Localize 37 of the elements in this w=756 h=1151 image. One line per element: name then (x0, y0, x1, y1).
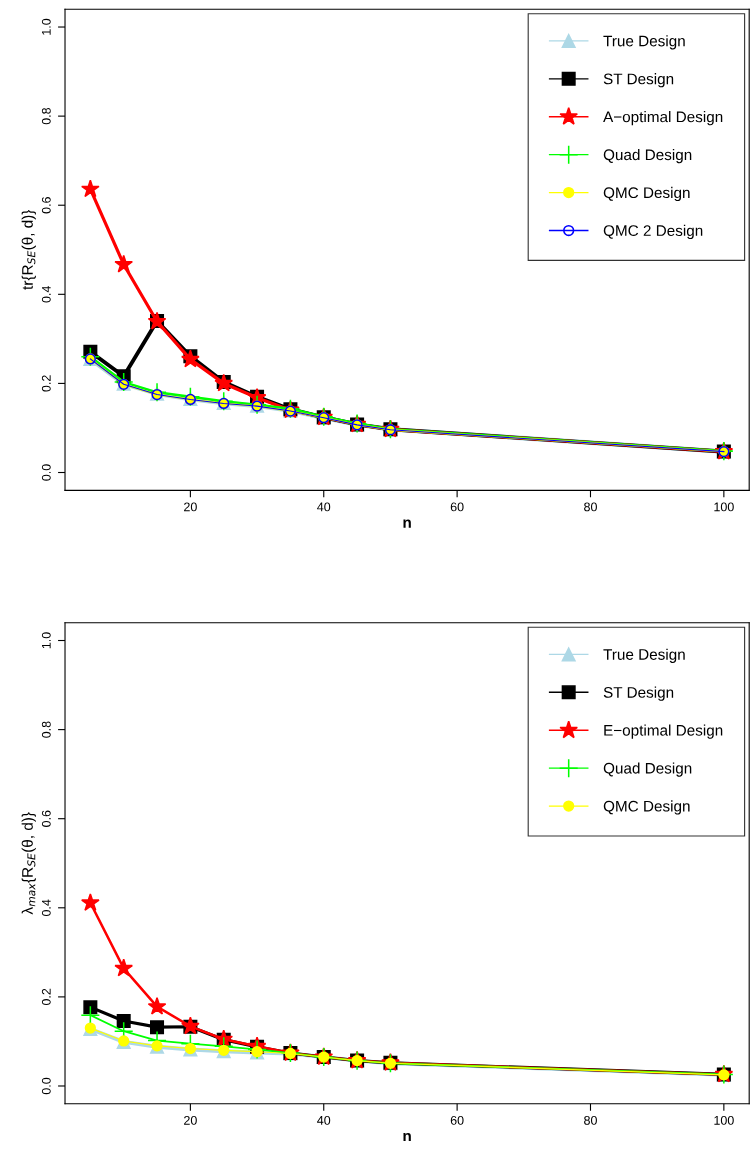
y-tick-label: 0.2 (41, 988, 51, 1006)
x-tick-label: 80 (584, 502, 597, 512)
y-tick-label: 0.8 (41, 721, 51, 738)
y-tick-label: 0.4 (41, 285, 51, 303)
x-tick-label: 80 (584, 1115, 597, 1125)
x-tick-label: 100 (714, 502, 734, 512)
x-axis-title: n (403, 1132, 411, 1142)
legend-label: E−optimal Design (604, 724, 723, 739)
y-tick-label: 0.0 (41, 1077, 51, 1095)
x-tick-label: 20 (184, 502, 197, 512)
x-tick-label: 40 (317, 502, 331, 512)
x-tick-label: 60 (450, 1115, 464, 1125)
y-tick-label: 1.0 (41, 632, 51, 649)
legend-label: QMC Design (603, 186, 690, 202)
y-tick-label: 0.2 (41, 375, 51, 392)
y-tick-label: 0.0 (41, 464, 51, 481)
y-tick-label: 0.4 (41, 899, 51, 916)
legend-label: A−optimal Design (603, 111, 723, 126)
legend-label: ST Design (603, 686, 674, 701)
y-tick-label: 0.6 (41, 197, 51, 214)
x-tick-label: 40 (317, 1115, 331, 1125)
x-axis-title: n (403, 519, 411, 528)
y-tick-label: 0.8 (41, 107, 51, 125)
y-axis-title: tr{R$_{SE}$(θ, d)} (21, 209, 36, 290)
x-tick-label: 20 (184, 1115, 197, 1125)
legend-label: True Design (603, 648, 685, 663)
y-tick-label: 0.6 (41, 810, 51, 827)
legend-label: Quad Design (603, 762, 692, 777)
x-tick-label: 60 (450, 502, 464, 512)
legend-label: ST Design (603, 73, 674, 88)
legend-label: QMC 2 Design (603, 224, 703, 240)
legend-label: QMC Design (603, 800, 690, 815)
y-tick-label: 1.0 (41, 18, 51, 35)
y-axis-title: λ$_{max}${R$_{SE}$(θ, d)} (21, 812, 36, 915)
legend-label: True Design (603, 35, 685, 50)
legend-label: Quad Design (603, 148, 692, 164)
x-tick-label: 100 (714, 1115, 734, 1125)
